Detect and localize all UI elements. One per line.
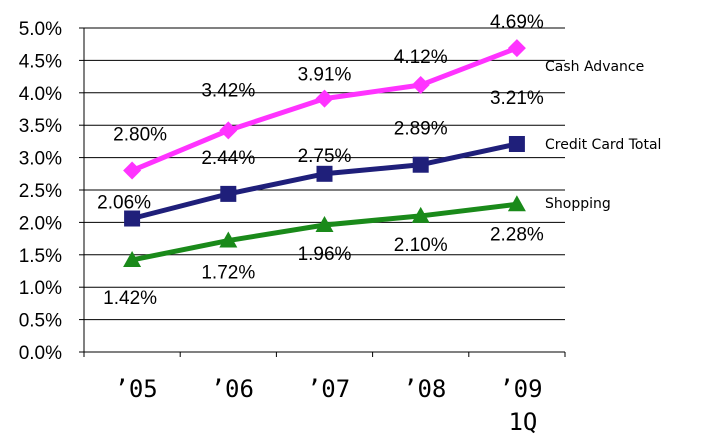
y-tick-label: 4.0%: [19, 84, 62, 105]
y-tick-label: 1.5%: [19, 246, 62, 267]
data-label: 2.10%: [394, 235, 448, 256]
triangle-marker: [123, 250, 142, 267]
triangle-marker: [507, 195, 526, 212]
y-tick-label: 1.0%: [19, 278, 62, 299]
data-label: 2.06%: [97, 193, 151, 214]
data-label: 3.21%: [490, 88, 544, 109]
data-label: 1.96%: [298, 244, 352, 265]
y-tick-label: 3.0%: [19, 149, 62, 170]
legend-label: Credit Card Total: [545, 137, 661, 153]
x-axis-tick-labels: ’05 ’06 ’07 ’08 ’09 1Q: [114, 375, 542, 436]
square-marker: [412, 156, 429, 173]
x-tick-label: ’06: [211, 375, 254, 403]
data-label: 2.28%: [490, 224, 544, 245]
data-label: 2.80%: [113, 125, 167, 146]
square-marker: [508, 135, 525, 152]
y-tick-label: 2.5%: [19, 181, 62, 202]
series-group: [123, 39, 526, 267]
legend-label: Shopping: [545, 196, 611, 212]
x-tick-label: ’08: [403, 375, 446, 403]
y-tick-label: 2.0%: [19, 213, 62, 234]
data-label: 2.44%: [201, 148, 255, 169]
square-marker: [316, 165, 333, 182]
y-tick-label: 0.0%: [19, 343, 62, 364]
diamond-marker: [411, 76, 430, 95]
square-marker: [124, 210, 141, 227]
data-label: 1.42%: [103, 288, 157, 309]
triangle-marker: [315, 215, 334, 232]
triangle-marker: [219, 231, 238, 248]
data-label: 2.75%: [298, 146, 352, 167]
y-tick-label: 5.0%: [19, 19, 62, 40]
diamond-marker: [507, 39, 526, 58]
y-axis-tick-labels: 0.0% 0.5% 1.0% 1.5% 2.0% 2.5% 3.0% 3.5% 4.0% 4.5%…: [19, 19, 62, 364]
x-tick-sublabel: 1Q: [508, 408, 537, 436]
legend: Cash Advance Credit Card Total Shopping: [545, 59, 661, 212]
y-tick-label: 4.5%: [19, 51, 62, 72]
data-label: 4.69%: [490, 12, 544, 33]
data-label: 3.91%: [298, 65, 352, 86]
triangle-marker: [411, 206, 430, 223]
legend-label: Cash Advance: [545, 59, 644, 75]
data-label: 3.42%: [201, 80, 255, 101]
diamond-marker: [219, 121, 238, 140]
axes: [79, 27, 566, 357]
data-label: 1.72%: [201, 263, 255, 284]
diamond-marker: [315, 89, 334, 108]
y-tick-label: 3.5%: [19, 116, 62, 137]
x-tick-label: ’07: [307, 375, 350, 403]
square-marker: [220, 185, 237, 202]
data-labels: 2.80% 3.42% 3.91% 4.12% 4.69% 2.06% 2.44% 2.75%…: [97, 12, 544, 309]
x-tick-label: ’09: [499, 375, 542, 403]
x-tick-label: ’05: [114, 375, 157, 403]
data-label: 2.89%: [394, 119, 448, 140]
diamond-marker: [123, 161, 142, 180]
y-tick-label: 0.5%: [19, 311, 62, 332]
data-label: 4.12%: [394, 47, 448, 68]
